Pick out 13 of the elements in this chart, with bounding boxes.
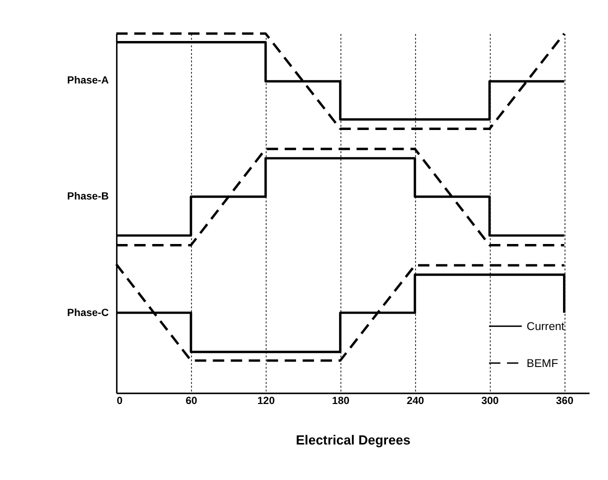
x-tick-label: 300 bbox=[481, 396, 499, 407]
x-axis-title: Electrical Degrees bbox=[296, 432, 410, 448]
x-tick-label: 120 bbox=[257, 396, 275, 407]
x-tick-label: 240 bbox=[406, 396, 424, 407]
x-tick-label: 360 bbox=[556, 396, 574, 407]
text: Phase-C bbox=[67, 308, 110, 320]
x-tick-label: 0 bbox=[116, 396, 123, 407]
legend-label: Current bbox=[526, 321, 566, 333]
text: Phase-B bbox=[67, 192, 110, 203]
x-tick-label: 180 bbox=[332, 396, 350, 407]
x-tick-label: 60 bbox=[186, 396, 198, 407]
text: Phase-A bbox=[67, 76, 110, 87]
legend-label: BEMF bbox=[526, 358, 558, 370]
